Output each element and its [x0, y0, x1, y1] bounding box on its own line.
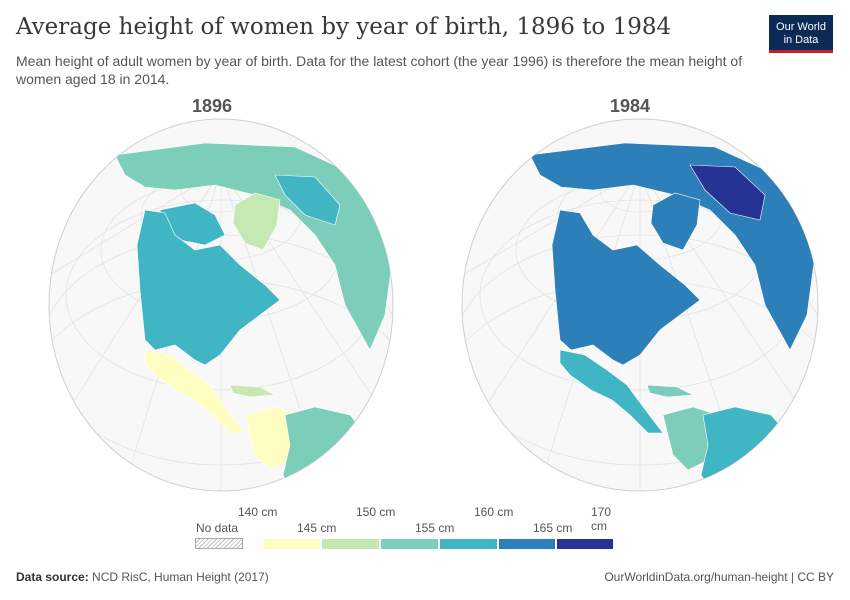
- region-south-america[interactable]: [700, 406, 788, 495]
- data-source-label: Data source:: [16, 570, 89, 584]
- logo-line-1: Our World: [776, 21, 826, 33]
- region-caribbean[interactable]: [229, 384, 277, 398]
- region-central-america[interactable]: [144, 349, 246, 434]
- legend-swatch-145-150[interactable]: [321, 538, 380, 550]
- legend-swatch-165-170[interactable]: [556, 538, 614, 550]
- legend-tick-160: 160 cm: [474, 505, 514, 519]
- source-url-link[interactable]: OurWorldinData.org/human-height | CC BY: [604, 570, 834, 584]
- chart-subtitle: Mean height of adult women by year of bi…: [16, 53, 743, 87]
- legend-swatch-150-155[interactable]: [380, 538, 439, 550]
- legend-tick-155: 155 cm: [415, 521, 455, 535]
- region-greenland[interactable]: [232, 192, 281, 251]
- legend: No data 140 cm 150 cm 160 cm 170 cm 145 …: [190, 500, 630, 555]
- legend-no-data-label: No data: [196, 521, 239, 535]
- legend-swatch-160-165[interactable]: [498, 538, 556, 550]
- region-east-asia[interactable]: [689, 164, 766, 221]
- globe-map-1984[interactable]: [455, 115, 835, 495]
- globe-map-1896[interactable]: [45, 115, 397, 495]
- legend-no-data-swatch: [195, 538, 243, 549]
- legend-tick-145: 145 cm: [297, 521, 337, 535]
- legend-tick-165: 165 cm: [533, 521, 573, 535]
- region-north-america[interactable]: [136, 209, 281, 366]
- region-east-asia[interactable]: [274, 174, 341, 226]
- region-central-america[interactable]: [559, 349, 664, 434]
- legend-tick-140: 140 cm: [238, 505, 278, 519]
- legend-swatch-155-160[interactable]: [439, 538, 498, 550]
- region-greenland[interactable]: [650, 192, 701, 251]
- region-north-america[interactable]: [551, 209, 701, 366]
- data-source: Data source: NCD RisC, Human Height (201…: [16, 570, 269, 584]
- map-year-1896: 1896: [192, 96, 233, 116]
- owid-logo[interactable]: Our World in Data: [769, 15, 833, 53]
- data-source-text: NCD RisC, Human Height (2017): [92, 570, 269, 584]
- legend-tick-150: 150 cm: [356, 505, 396, 519]
- logo-line-2: in Data: [783, 34, 819, 46]
- legend-swatch-140-145[interactable]: [262, 538, 321, 550]
- chart-title: Average height of women by year of birth…: [16, 14, 672, 40]
- map-year-1984: 1984: [610, 96, 651, 116]
- region-south-america[interactable]: [282, 406, 366, 495]
- legend-tick-170: 170 cm: [591, 505, 612, 533]
- region-caribbean[interactable]: [646, 384, 695, 398]
